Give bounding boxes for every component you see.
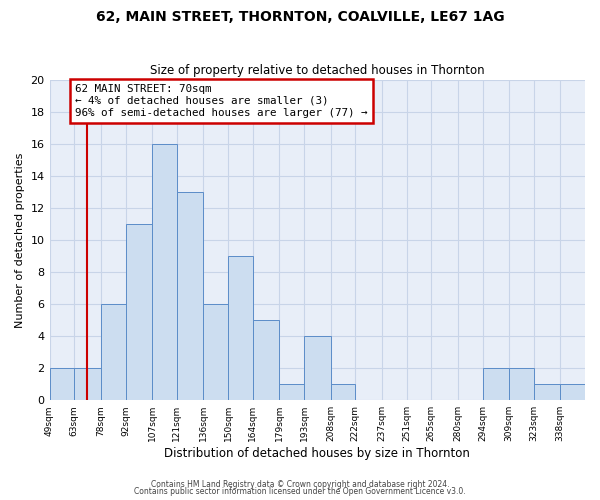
Bar — [74, 368, 101, 400]
Bar — [203, 304, 228, 400]
Bar — [534, 384, 560, 400]
Bar — [253, 320, 279, 400]
Bar — [125, 224, 152, 400]
Text: Contains HM Land Registry data © Crown copyright and database right 2024.: Contains HM Land Registry data © Crown c… — [151, 480, 449, 489]
Text: 62, MAIN STREET, THORNTON, COALVILLE, LE67 1AG: 62, MAIN STREET, THORNTON, COALVILLE, LE… — [95, 10, 505, 24]
Bar — [331, 384, 355, 400]
Y-axis label: Number of detached properties: Number of detached properties — [15, 152, 25, 328]
Bar — [560, 384, 585, 400]
Bar — [279, 384, 304, 400]
Bar — [228, 256, 253, 400]
Bar — [101, 304, 125, 400]
Bar — [482, 368, 509, 400]
Bar — [509, 368, 534, 400]
Text: 62 MAIN STREET: 70sqm
← 4% of detached houses are smaller (3)
96% of semi-detach: 62 MAIN STREET: 70sqm ← 4% of detached h… — [75, 84, 368, 117]
X-axis label: Distribution of detached houses by size in Thornton: Distribution of detached houses by size … — [164, 447, 470, 460]
Bar — [177, 192, 203, 400]
Text: Contains public sector information licensed under the Open Government Licence v3: Contains public sector information licen… — [134, 487, 466, 496]
Bar — [152, 144, 177, 400]
Bar — [50, 368, 74, 400]
Bar — [304, 336, 331, 400]
Title: Size of property relative to detached houses in Thornton: Size of property relative to detached ho… — [150, 64, 485, 77]
